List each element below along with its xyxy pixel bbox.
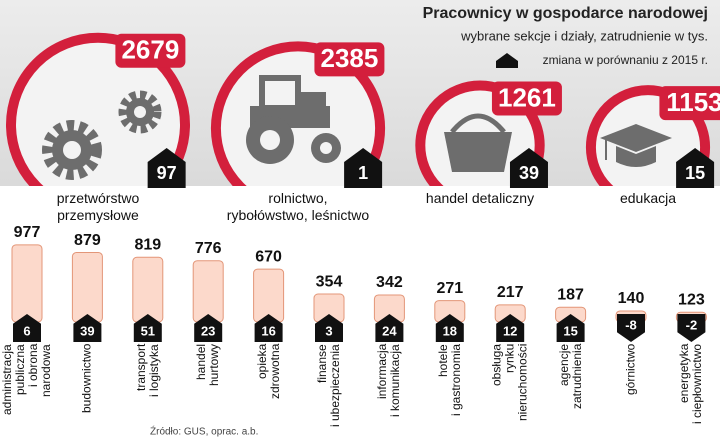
change-arrow [375,314,404,342]
change-label: 12 [503,323,517,338]
bar-group: 977 6 879 39 819 51 776 23 670 16 354 3 342 24 271 18 21… [11,224,707,342]
category-label: przetwórstwo przemysłowe [56,190,140,223]
category-label: rolnictwo, rybołówstwo, leśnictwo [226,190,370,223]
value-box [491,81,562,116]
change-arrow [73,314,102,342]
change-arrow [254,314,283,342]
change-label: -8 [625,317,637,332]
value-label: 217 [497,284,524,301]
bar [71,252,103,323]
value-label: 1261 [498,82,556,112]
value-label: 819 [134,237,161,254]
change-label: 24 [382,323,397,338]
value-box [115,33,186,68]
value-label: 2385 [320,43,378,73]
value-label: 1153 [666,87,720,117]
category-label: hotele i gastronomia [435,344,463,417]
change-arrow [496,314,525,342]
value-label: 271 [436,280,463,297]
change-label: 51 [141,323,155,338]
value-label: 776 [195,240,222,257]
value-label: 140 [618,290,645,307]
change-arrow [194,314,223,342]
value-label: 123 [678,292,705,309]
legend-label: zmiana w porównaniu z 2015 r. [543,53,708,67]
chart-title: Pracownicy w gospodarce narodowej [423,5,708,22]
category-label: energetyka i ciepłownictwo [677,344,705,425]
bar [11,244,43,323]
change-arrow [677,314,706,342]
change-arrow [435,314,464,342]
chart-subtitle: wybrane sekcje i działy, zatrudnienie w … [460,28,708,43]
category-label: informacja i komunikacja [375,344,403,417]
change-label: 23 [201,323,215,338]
change-label: 18 [443,323,457,338]
change-arrow [344,148,383,188]
category-label: górnictwo [623,344,638,396]
icons [42,75,672,180]
change-arrow [676,148,715,188]
change-label: -2 [686,317,698,332]
change-label: 39 [519,163,539,183]
category-label: finanse i ubezpieczenia [315,344,342,427]
change-arrow [13,314,41,342]
change-arrow [509,148,548,188]
change-label: 1 [358,163,368,183]
category-label: administracja publiczna i obrona narodow… [0,344,53,415]
value-label: 977 [14,224,41,241]
change-label: 15 [563,323,577,338]
value-label: 354 [316,273,343,290]
value-box [314,42,385,77]
value-label: 342 [376,274,403,291]
category-label: transport i logistyka [133,344,161,397]
change-label: 39 [80,323,94,338]
change-arrow [147,148,186,188]
bar [132,256,164,323]
value-label: 879 [74,232,101,249]
value-box [659,86,720,121]
category-label: agencje zatrudnienia [556,344,584,410]
bar [192,260,224,323]
change-arrow [315,314,343,342]
legend-arrow [496,53,518,68]
value-label: 2679 [121,35,179,65]
category-label: edukacja [619,190,677,206]
category-label: handel detaliczny [425,190,535,206]
value-label: 670 [255,248,282,265]
change-arrow [133,314,162,342]
category-label: obsługa rynku nieruchomości [489,344,530,422]
change-label: 3 [325,323,332,338]
category-label: opieka zdrowotna [254,344,282,400]
change-label: 6 [23,323,30,338]
change-label: 97 [157,163,177,183]
source-note: Źródło: GUS, oprac. a.b. [150,425,258,438]
change-label: 16 [261,323,275,338]
change-arrow [556,314,585,342]
change-label: 15 [685,163,705,183]
value-label: 187 [557,286,584,303]
category-label: handel hurtowy [194,344,222,387]
category-label: budownictwo [79,344,94,414]
change-arrow [617,314,645,342]
